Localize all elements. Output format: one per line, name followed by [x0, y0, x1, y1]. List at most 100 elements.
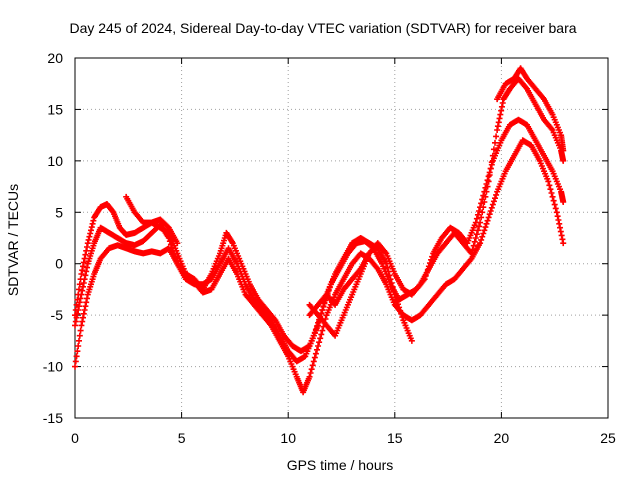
data-point-marker — [482, 193, 489, 200]
series-track-3 — [72, 137, 567, 396]
data-point-marker — [72, 363, 78, 370]
data-point-marker — [490, 198, 497, 205]
series-track-5 — [306, 75, 567, 339]
y-tick-label: 5 — [55, 204, 63, 220]
data-point-marker — [492, 195, 499, 202]
data-point-marker — [560, 199, 567, 205]
data-point-marker — [76, 332, 83, 339]
data-point-marker — [477, 240, 484, 247]
data-point-marker — [311, 354, 318, 361]
data-point-marker — [77, 327, 84, 334]
data-point-marker — [493, 133, 500, 140]
data-point-marker — [479, 233, 486, 240]
data-point-marker — [73, 353, 80, 360]
data-point-marker — [315, 319, 322, 326]
chart-title: Day 245 of 2024, Sidereal Day-to-day VTE… — [69, 20, 576, 36]
data-point-marker — [551, 201, 558, 208]
data-point-marker — [548, 190, 555, 196]
data-point-marker — [313, 346, 320, 353]
data-point-marker — [75, 343, 82, 349]
data-point-marker — [483, 220, 490, 227]
y-tick-label: 10 — [47, 153, 63, 169]
y-tick-label: 0 — [55, 256, 63, 272]
data-point-marker — [496, 115, 503, 122]
data-point-marker — [72, 358, 79, 365]
data-point-marker — [312, 350, 319, 357]
data-point-marker — [489, 152, 496, 159]
data-point-marker — [474, 227, 481, 234]
data-point-marker — [476, 208, 483, 214]
data-point-marker — [166, 238, 173, 245]
axis-ticks: 0 5 10 15 20 25 -15 -10 -5 0 5 10 15 20 — [43, 50, 616, 446]
data-point-marker — [315, 343, 322, 349]
data-point-marker — [325, 287, 332, 294]
data-point-marker — [312, 326, 319, 333]
data-point-marker — [319, 327, 326, 334]
data-point-marker — [478, 236, 485, 243]
data-point-marker — [366, 250, 373, 257]
data-point-marker — [493, 191, 500, 198]
data-point-marker — [481, 199, 488, 205]
data-point-marker — [483, 188, 490, 195]
data-point-marker — [311, 329, 318, 336]
data-point-marker — [408, 337, 415, 344]
data-point-marker — [317, 335, 324, 342]
data-point-marker — [384, 264, 391, 271]
data-point-marker — [320, 303, 327, 310]
data-point-marker — [486, 172, 493, 178]
data-point-marker — [478, 214, 485, 221]
data-point-marker — [482, 224, 489, 231]
data-point-marker — [471, 238, 478, 245]
y-tick-label: -15 — [43, 410, 63, 426]
data-point-marker — [470, 242, 477, 249]
data-point-marker — [474, 211, 481, 218]
series-track-6 — [494, 65, 567, 154]
y-tick-label: -10 — [43, 359, 63, 375]
data-point-marker — [318, 331, 325, 338]
data-point-marker — [490, 146, 497, 153]
x-tick-label: 25 — [600, 430, 616, 446]
data-point-marker — [309, 362, 316, 369]
data-point-marker — [547, 186, 554, 193]
data-point-marker — [478, 200, 485, 207]
data-point-marker — [552, 205, 559, 212]
data-point-marker — [560, 147, 567, 154]
data-point-marker — [485, 178, 492, 185]
data-point-marker — [560, 240, 567, 247]
x-tick-label: 20 — [494, 430, 510, 446]
data-point-marker — [476, 223, 483, 230]
data-point-marker — [554, 213, 561, 220]
data-point-marker — [308, 366, 315, 373]
grid-lines — [75, 58, 608, 418]
data-point-marker — [313, 323, 320, 330]
data-point-marker — [316, 339, 323, 346]
data-point-marker — [473, 215, 480, 222]
x-axis-label: GPS time / hours — [287, 457, 394, 473]
data-point-marker — [487, 165, 494, 172]
x-tick-label: 5 — [178, 430, 186, 446]
data-point-marker — [307, 370, 314, 376]
series-track-4 — [123, 193, 181, 247]
data-point-marker — [546, 182, 553, 189]
data-point-marker — [480, 204, 487, 211]
data-point-marker — [165, 235, 172, 241]
data-point-marker — [545, 178, 552, 185]
data-point-marker — [488, 159, 495, 166]
data-point-marker — [310, 332, 317, 339]
data-point-marker — [485, 214, 492, 221]
data-point-marker — [480, 230, 487, 237]
data-point-marker — [488, 204, 495, 211]
data-point-marker — [472, 235, 479, 241]
data-point-marker — [484, 217, 491, 224]
data-point-marker — [468, 250, 475, 257]
data-point-marker — [326, 284, 333, 291]
data-point-marker — [473, 231, 480, 238]
data-point-marker — [549, 193, 556, 200]
x-tick-label: 0 — [71, 430, 79, 446]
data-point-marker — [321, 300, 328, 307]
data-point-marker — [76, 281, 83, 288]
data-point-marker — [479, 209, 486, 216]
data-point-marker — [477, 219, 484, 226]
data-point-marker — [489, 201, 496, 208]
